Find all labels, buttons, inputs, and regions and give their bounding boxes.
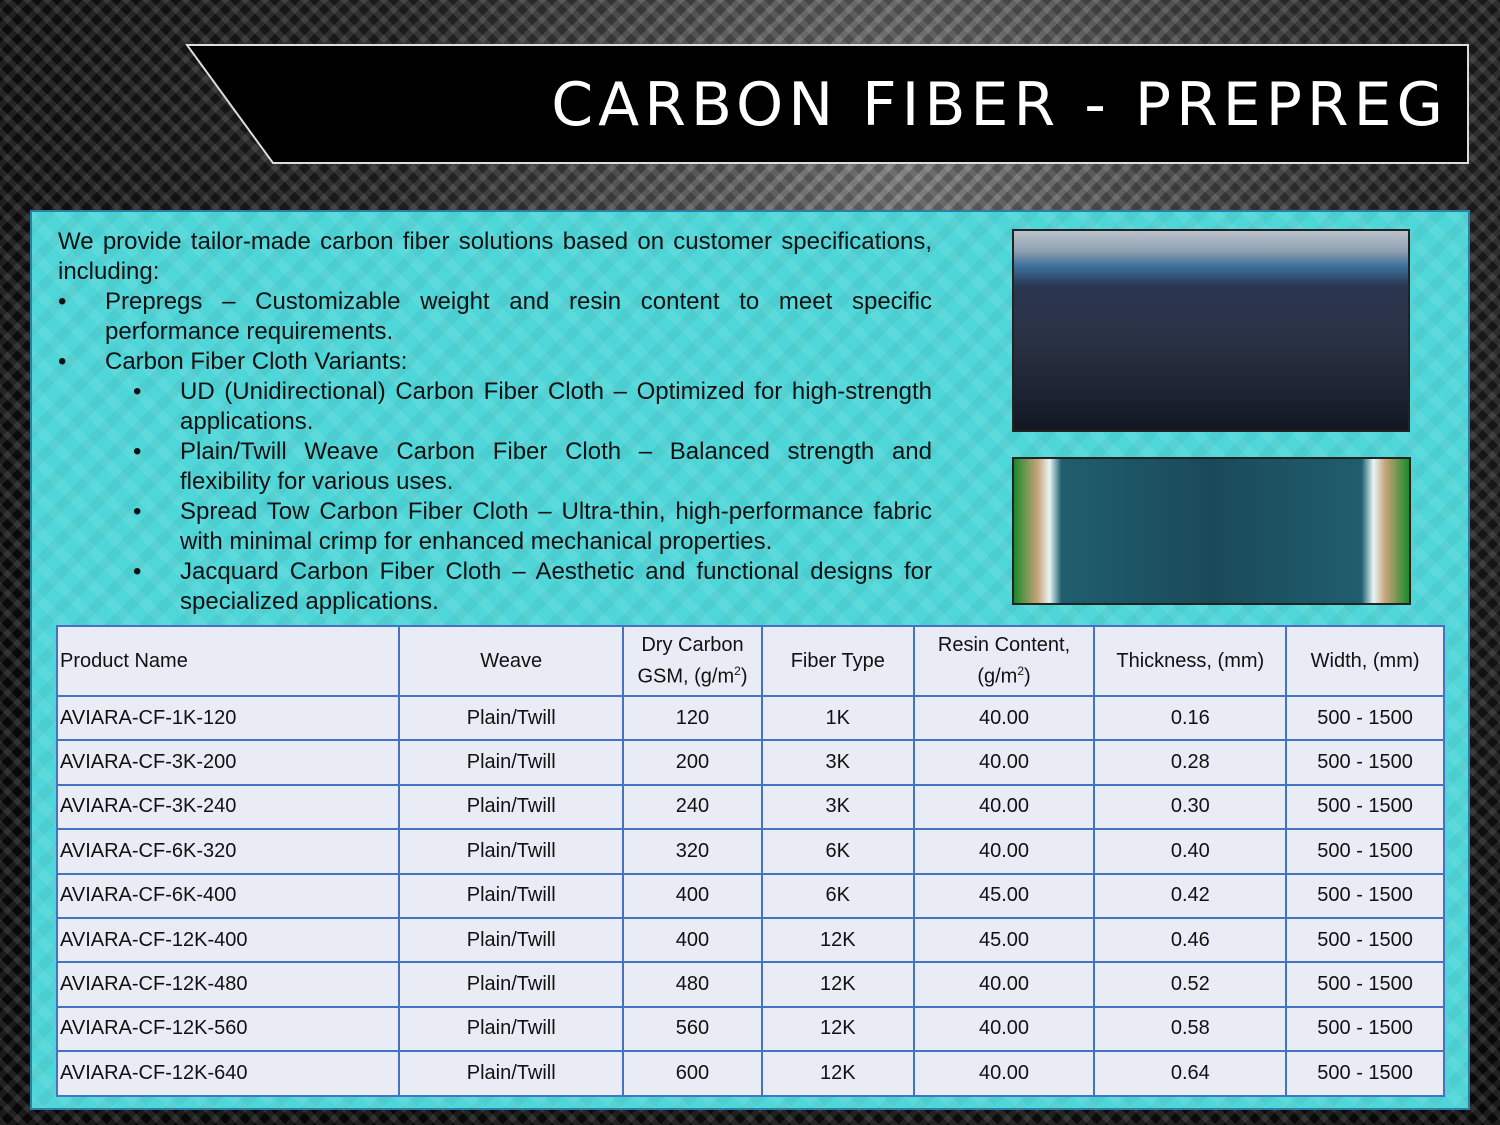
cell-dry-carbon-gsm: 240 (622, 783, 763, 831)
cell-resin-content: 40.00 (912, 694, 1096, 742)
cell-fiber-type: 12K (760, 1005, 915, 1053)
cell-thickness: 0.42 (1093, 872, 1288, 919)
cell-width: 500 - 1500 (1285, 1005, 1445, 1053)
cell-dry-carbon-gsm: 480 (622, 961, 763, 1008)
cell-product-name: AVIARA-CF-3K-200 (55, 739, 401, 786)
cell-resin-content: 40.00 (912, 961, 1096, 1008)
cell-thickness: 0.58 (1093, 1005, 1288, 1053)
cell-dry-carbon-gsm: 200 (622, 739, 763, 786)
header-weave: Weave (398, 625, 625, 697)
cell-dry-carbon-gsm: 400 (622, 916, 763, 964)
cell-resin-content: 45.00 (912, 916, 1096, 964)
cell-width: 500 - 1500 (1285, 783, 1445, 831)
table-row: AVIARA-CF-12K-400 Plain/Twill 400 12K 45.00 0… (55, 916, 1445, 964)
cell-weave: Plain/Twill (398, 916, 625, 964)
cell-fiber-type: 6K (760, 828, 915, 875)
header-dry-carbon-gsm: Dry Carbon GSM, (g/m2) (622, 625, 763, 697)
table-row: AVIARA-CF-3K-200 Plain/Twill 200 3K 40.00 0.2… (55, 739, 1445, 786)
cell-thickness: 0.46 (1093, 916, 1288, 964)
cell-weave: Plain/Twill (398, 1005, 625, 1053)
cell-product-name: AVIARA-CF-6K-400 (55, 872, 401, 919)
table-row: AVIARA-CF-6K-400 Plain/Twill 400 6K 45.00 0.4… (55, 872, 1445, 919)
page-title: CARBON FIBER - PREPREG (551, 70, 1448, 140)
cell-thickness: 0.30 (1093, 783, 1288, 831)
table-row: AVIARA-CF-6K-320 Plain/Twill 320 6K 40.00 0.4… (55, 828, 1445, 875)
cell-fiber-type: 3K (760, 783, 915, 831)
header-resin-content: Resin Content, (g/m2) (912, 625, 1096, 697)
cell-resin-content: 40.00 (912, 783, 1096, 831)
intro-text: We provide tailor-made carbon fiber solu… (58, 227, 932, 617)
cell-product-name: AVIARA-CF-12K-640 (55, 1050, 401, 1097)
cell-dry-carbon-gsm: 600 (622, 1050, 763, 1097)
sub-bullet-spread-tow: Spread Tow Carbon Fiber Cloth – Ultra-th… (58, 497, 932, 557)
cell-weave: Plain/Twill (398, 783, 625, 831)
intro-paragraph: We provide tailor-made carbon fiber solu… (58, 228, 932, 285)
cell-weave: Plain/Twill (398, 828, 625, 875)
cell-thickness: 0.40 (1093, 828, 1288, 875)
cell-weave: Plain/Twill (398, 739, 625, 786)
table-row: AVIARA-CF-12K-560 Plain/Twill 560 12K 40.00 0… (55, 1005, 1445, 1053)
cell-width: 500 - 1500 (1285, 872, 1445, 919)
carbon-cloth-roll-photo (1012, 457, 1411, 605)
cell-resin-content: 45.00 (912, 872, 1096, 919)
cell-weave: Plain/Twill (398, 694, 625, 742)
table-row: AVIARA-CF-1K-120 Plain/Twill 120 1K 40.00 0.1… (55, 694, 1445, 742)
header-thickness: Thickness, (mm) (1093, 625, 1288, 697)
header-width: Width, (mm) (1285, 625, 1445, 697)
cell-width: 500 - 1500 (1285, 739, 1445, 786)
cell-fiber-type: 12K (760, 916, 915, 964)
cell-thickness: 0.28 (1093, 739, 1288, 786)
prepreg-roll-photo (1012, 229, 1410, 432)
cell-fiber-type: 1K (760, 694, 915, 742)
cell-fiber-type: 6K (760, 872, 915, 919)
cell-dry-carbon-gsm: 560 (622, 1005, 763, 1053)
cell-dry-carbon-gsm: 320 (622, 828, 763, 875)
bullet-cloth-variants: Carbon Fiber Cloth Variants: (58, 347, 932, 377)
cell-product-name: AVIARA-CF-12K-480 (55, 961, 401, 1008)
cell-thickness: 0.64 (1093, 1050, 1288, 1097)
cell-product-name: AVIARA-CF-6K-320 (55, 828, 401, 875)
cell-product-name: AVIARA-CF-12K-560 (55, 1005, 401, 1053)
table-header-row: Product Name Weave Dry Carbon GSM, (g/m2… (55, 625, 1445, 697)
cell-width: 500 - 1500 (1285, 828, 1445, 875)
table-row: AVIARA-CF-12K-640 Plain/Twill 600 12K 40.00 0… (55, 1050, 1445, 1097)
cell-thickness: 0.52 (1093, 961, 1288, 1008)
sub-bullet-plain-twill: Plain/Twill Weave Carbon Fiber Cloth – B… (58, 437, 932, 497)
cell-width: 500 - 1500 (1285, 1050, 1445, 1097)
cell-fiber-type: 12K (760, 1050, 915, 1097)
cell-product-name: AVIARA-CF-12K-400 (55, 916, 401, 964)
bullet-prepregs: Prepregs – Customizable weight and resin… (58, 287, 932, 347)
cell-dry-carbon-gsm: 120 (622, 694, 763, 742)
table-row: AVIARA-CF-12K-480 Plain/Twill 480 12K 40.00 0… (55, 961, 1445, 1008)
sub-bullet-jacquard: Jacquard Carbon Fiber Cloth – Aesthetic … (58, 557, 932, 617)
product-table: Product Name Weave Dry Carbon GSM, (g/m2… (55, 625, 1445, 1097)
cell-weave: Plain/Twill (398, 872, 625, 919)
cell-resin-content: 40.00 (912, 828, 1096, 875)
cell-fiber-type: 3K (760, 739, 915, 786)
header-fiber-type: Fiber Type (760, 625, 915, 697)
cell-product-name: AVIARA-CF-3K-240 (55, 783, 401, 831)
cell-thickness: 0.16 (1093, 694, 1288, 742)
cell-width: 500 - 1500 (1285, 916, 1445, 964)
header-product-name: Product Name (55, 625, 401, 697)
title-banner (185, 44, 1469, 164)
cell-width: 500 - 1500 (1285, 961, 1445, 1008)
cell-resin-content: 40.00 (912, 739, 1096, 786)
table-row: AVIARA-CF-3K-240 Plain/Twill 240 3K 40.00 0.3… (55, 783, 1445, 831)
cell-width: 500 - 1500 (1285, 694, 1445, 742)
sub-bullet-ud: UD (Unidirectional) Carbon Fiber Cloth –… (58, 377, 932, 437)
cell-resin-content: 40.00 (912, 1050, 1096, 1097)
cell-weave: Plain/Twill (398, 961, 625, 1008)
cell-fiber-type: 12K (760, 961, 915, 1008)
cell-weave: Plain/Twill (398, 1050, 625, 1097)
cell-resin-content: 40.00 (912, 1005, 1096, 1053)
cell-dry-carbon-gsm: 400 (622, 872, 763, 919)
cell-product-name: AVIARA-CF-1K-120 (55, 694, 401, 742)
